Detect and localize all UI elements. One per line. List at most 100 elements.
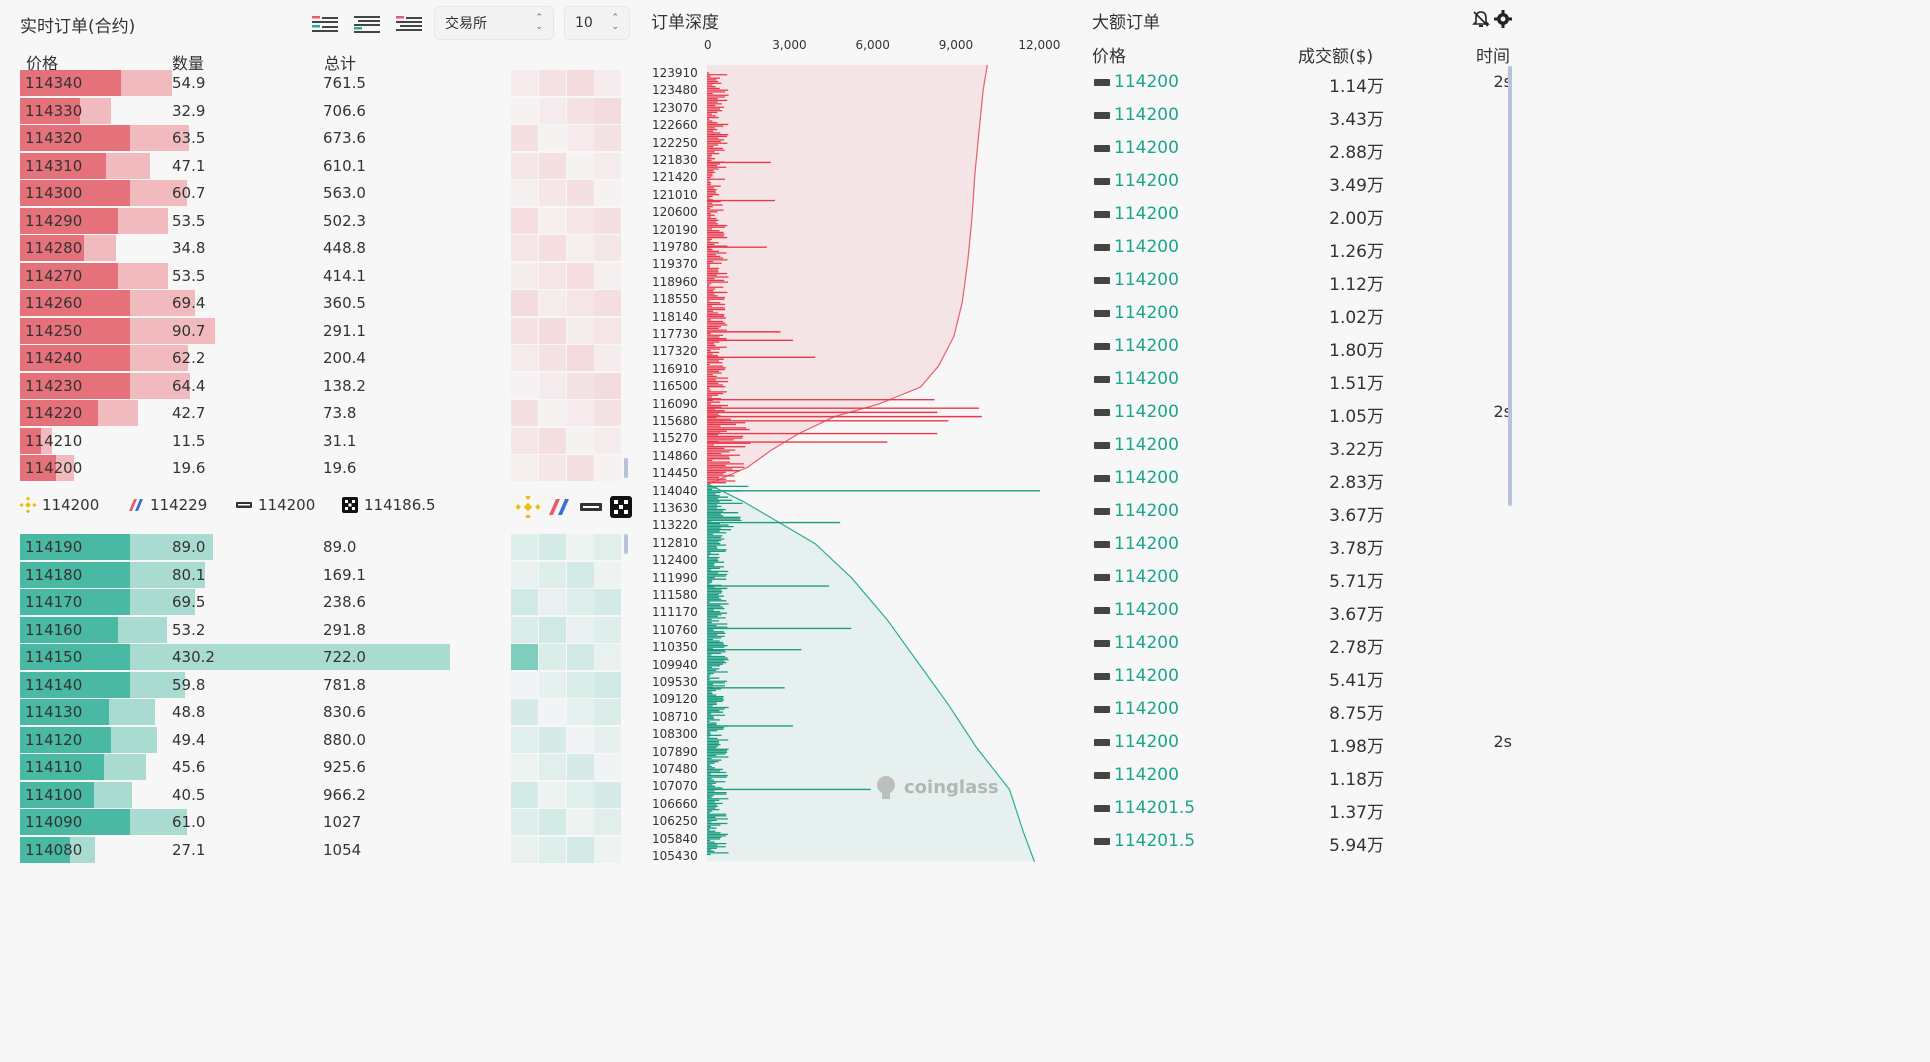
big-order-row[interactable]: 114200 2.00万 <box>1092 199 1512 231</box>
heatmap-cell <box>594 561 621 588</box>
orderbook-row[interactable]: 114300 60.7 563.0 <box>20 180 620 206</box>
orderbook-row[interactable]: 114330 32.9 706.6 <box>20 97 620 124</box>
big-order-row[interactable]: 114201.5 5.94万 <box>1092 826 1512 858</box>
row-qty: 63.5 <box>172 129 206 147</box>
big-order-row[interactable]: 114200 5.71万 <box>1092 562 1512 594</box>
orderbook-row[interactable]: 114120 49.4 880.0 <box>20 726 620 753</box>
big-order-row[interactable]: 114200 3.22万 <box>1092 430 1512 462</box>
heatmap-cell <box>511 290 538 316</box>
orderbook-row[interactable]: 114170 69.5 238.6 <box>20 589 620 615</box>
bybit-icon <box>1094 475 1110 482</box>
bybit-icon <box>1094 673 1110 680</box>
big-order-row[interactable]: 114200 1.51万 <box>1092 364 1512 396</box>
orderbook-row[interactable]: 114180 80.1 169.1 <box>20 561 620 588</box>
scrollbar[interactable] <box>624 534 628 554</box>
big-order-row[interactable]: 114200 2.78万 <box>1092 628 1512 660</box>
orderbook-row[interactable]: 114160 53.2 291.8 <box>20 616 620 643</box>
big-order-row[interactable]: 114200 3.49万 <box>1092 166 1512 198</box>
big-order-row[interactable]: 114200 1.05万 2s <box>1092 397 1512 429</box>
scrollbar[interactable] <box>1508 66 1512 506</box>
orderbook-row[interactable]: 114100 40.5 966.2 <box>20 781 620 808</box>
orderbook-row[interactable]: 114110 45.6 925.6 <box>20 754 620 780</box>
heatmap-cell <box>567 616 594 643</box>
big-order-amount: 5.94万 <box>1329 836 1384 856</box>
scrollbar[interactable] <box>624 458 628 478</box>
big-order-row[interactable]: 114200 1.18万 <box>1092 760 1512 792</box>
orderbook-row[interactable]: 114210 11.5 31.1 <box>20 427 620 454</box>
depth-chart <box>707 64 1040 862</box>
big-order-row[interactable]: 114200 3.67万 <box>1092 496 1512 528</box>
bybit-icon <box>1094 343 1110 350</box>
big-order-row[interactable]: 114200 3.78万 <box>1092 529 1512 561</box>
big-order-row[interactable]: 114200 8.75万 <box>1092 694 1512 726</box>
heatmap-cell <box>594 345 621 371</box>
row-qty: 53.5 <box>172 266 206 285</box>
row-total: 781.8 <box>323 675 366 694</box>
row-price: 114180 <box>25 565 83 584</box>
big-order-price: 114200 <box>1114 435 1179 455</box>
orderbook-row[interactable]: 114140 59.8 781.8 <box>20 671 620 698</box>
big-order-row[interactable]: 114200 2.88万 <box>1092 133 1512 165</box>
orderbook-row[interactable]: 114270 53.5 414.1 <box>20 262 620 289</box>
big-order-amount: 3.67万 <box>1329 506 1384 526</box>
orderbook-row[interactable]: 114150 430.2 722.0 <box>20 644 620 670</box>
select-arrows-icon: ⌃ ⌄ <box>535 13 543 32</box>
big-order-amount: 8.75万 <box>1329 704 1384 724</box>
orderbook-row[interactable]: 114240 62.2 200.4 <box>20 345 620 371</box>
big-order-row[interactable]: 114200 5.41万 <box>1092 661 1512 693</box>
orderbook-row[interactable]: 114340 54.9 761.5 <box>20 70 620 96</box>
big-order-row[interactable]: 114200 1.98万 2s <box>1092 727 1512 759</box>
row-total: 706.6 <box>323 101 366 120</box>
heatmap-cell <box>511 235 538 261</box>
view-both-icon[interactable] <box>310 14 340 38</box>
orderbook-row[interactable]: 114290 53.5 502.3 <box>20 207 620 234</box>
bybit-icon <box>1094 805 1110 812</box>
orderbook-row[interactable]: 114190 89.0 89.0 <box>20 534 620 560</box>
big-order-row[interactable]: 114200 2.83万 <box>1092 463 1512 495</box>
heatmap-cell <box>567 180 594 206</box>
col-header-total: 总计 <box>324 54 357 73</box>
y-tick-label: 114860 <box>652 448 698 463</box>
heatmap-cell <box>594 809 621 835</box>
orderbook-row[interactable]: 114310 47.1 610.1 <box>20 152 620 179</box>
orderbook-row[interactable]: 114260 69.4 360.5 <box>20 290 620 316</box>
heatmap-cell <box>567 561 594 588</box>
exchange-price-okx: 114186.5 <box>342 496 436 514</box>
select-arrows-icon: ⌃ ⌄ <box>611 13 619 32</box>
orderbook-row[interactable]: 114230 64.4 138.2 <box>20 372 620 399</box>
row-qty: 89.0 <box>172 538 206 556</box>
orderbook-row[interactable]: 114220 42.7 73.8 <box>20 400 620 426</box>
row-qty: 69.5 <box>172 593 206 611</box>
view-bids-icon[interactable] <box>352 14 382 38</box>
big-order-row[interactable]: 114200 1.80万 <box>1092 331 1512 363</box>
big-order-price: 114200 <box>1114 567 1179 587</box>
orderbook-row[interactable]: 114130 48.8 830.6 <box>20 699 620 725</box>
y-tick-label: 116910 <box>652 361 698 376</box>
orderbook-row[interactable]: 114320 63.5 673.6 <box>20 125 620 151</box>
qty-bar <box>20 372 130 399</box>
orderbook-row[interactable]: 114250 90.7 291.1 <box>20 317 620 344</box>
big-order-row[interactable]: 114200 1.12万 <box>1092 265 1512 297</box>
big-order-row[interactable]: 114200 1.14万 2s <box>1092 67 1512 99</box>
exchange-select[interactable]: 交易所 ⌃ ⌄ <box>434 6 554 40</box>
orderbook-row[interactable]: 114080 27.1 1054 <box>20 836 620 863</box>
row-price: 114130 <box>25 703 83 721</box>
orderbook-row[interactable]: 114090 61.0 1027 <box>20 809 620 835</box>
big-order-row[interactable]: 114200 3.43万 <box>1092 100 1512 132</box>
heatmap-cell <box>539 534 566 560</box>
orderbook-row[interactable]: 114200 19.6 19.6 <box>20 455 620 481</box>
qty-bar <box>20 207 119 234</box>
big-order-row[interactable]: 114201.5 1.37万 <box>1092 793 1512 825</box>
orderbook-row[interactable]: 114280 34.8 448.8 <box>20 235 620 261</box>
view-asks-icon[interactable] <box>394 14 424 38</box>
bell-off-icon[interactable] <box>1472 10 1490 28</box>
heatmap-cell <box>539 589 566 615</box>
depth-select[interactable]: 10 ⌃ ⌄ <box>564 6 630 40</box>
big-order-row[interactable]: 114200 1.02万 <box>1092 298 1512 330</box>
big-order-row[interactable]: 114200 1.26万 <box>1092 232 1512 264</box>
gear-icon[interactable] <box>1494 10 1512 28</box>
row-total: 138.2 <box>323 376 366 395</box>
y-tick-label: 122250 <box>652 135 698 150</box>
big-orders-panel: 大额订单 价格 成交额($) 时间 114200 1.14万 2s 114200 3.4… <box>1080 0 1568 863</box>
big-order-row[interactable]: 114200 3.67万 <box>1092 595 1512 627</box>
